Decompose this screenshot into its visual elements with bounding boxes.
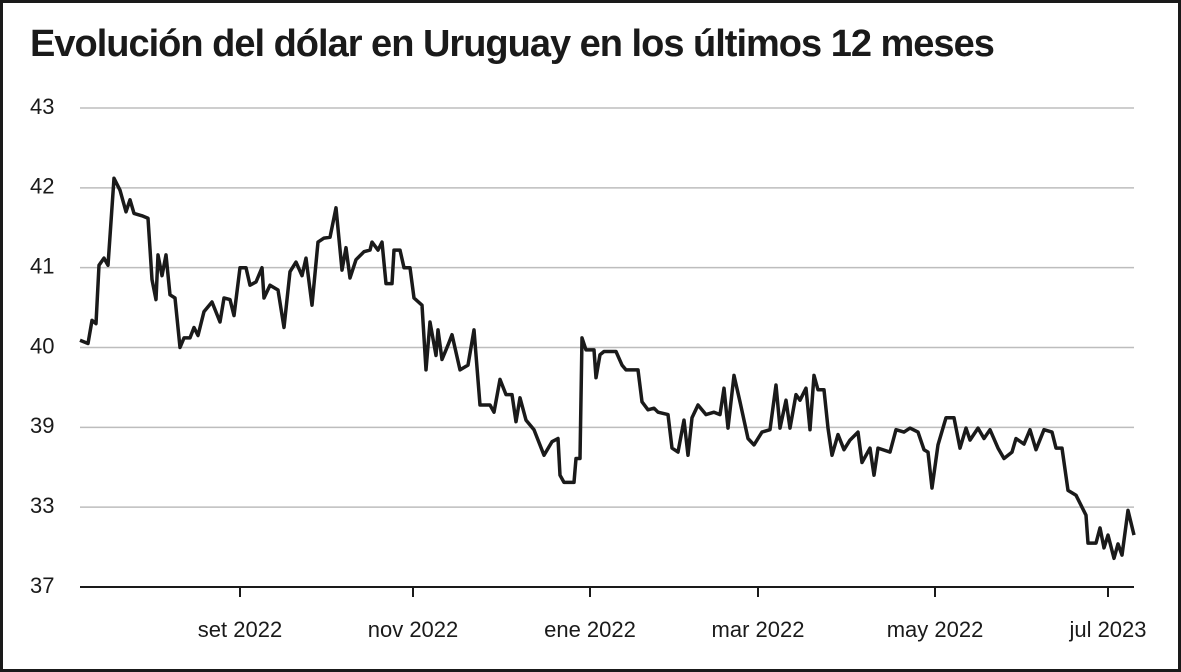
x-tick-label: jul 2023 (1068, 617, 1146, 642)
x-tick-label: set 2022 (198, 617, 282, 642)
x-tick-label: mar 2022 (712, 617, 805, 642)
y-tick-label: 33 (30, 493, 54, 518)
chart-title: Evolución del dólar en Uruguay en los úl… (30, 23, 994, 65)
y-tick-label: 42 (30, 174, 54, 199)
y-tick-label: 40 (30, 333, 54, 358)
y-tick-label: 39 (30, 413, 54, 438)
x-tick-label: nov 2022 (368, 617, 459, 642)
line (79, 176, 1136, 561)
x-tick-label: ene 2022 (544, 617, 636, 642)
y-tick-label: 37 (30, 573, 54, 598)
y-tick-label: 41 (30, 253, 54, 278)
x-tick-label: may 2022 (887, 617, 984, 642)
y-tick-label: 43 (30, 94, 54, 119)
